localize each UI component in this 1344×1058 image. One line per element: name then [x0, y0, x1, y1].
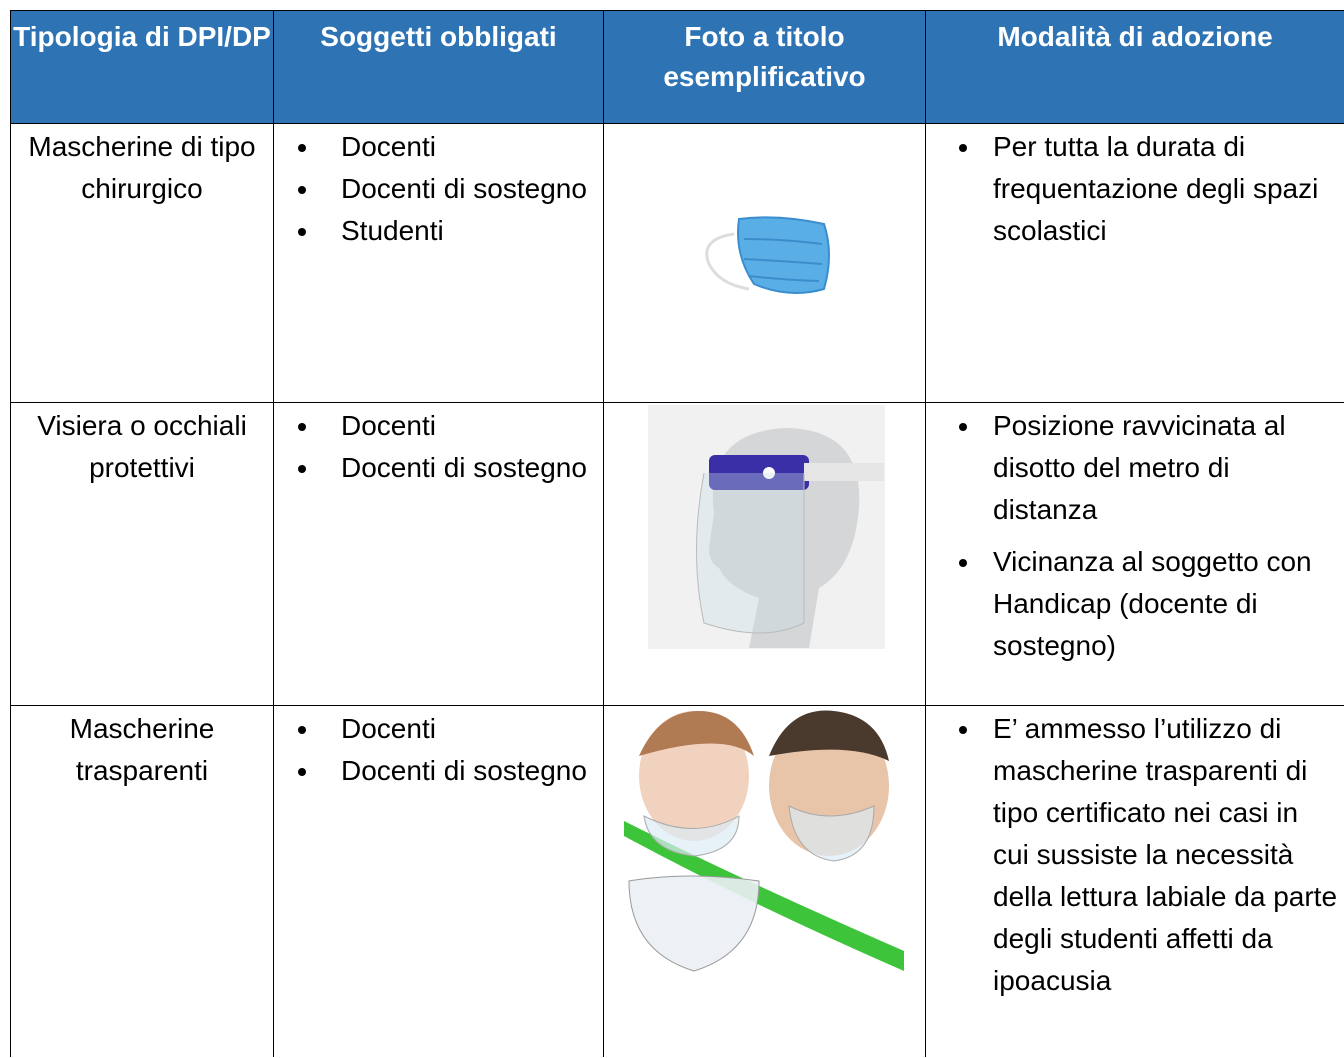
list-item: Docenti [298, 126, 593, 168]
mask-photo [705, 216, 830, 294]
type-cell: Visiera o occhiali protettivi [10, 402, 273, 705]
subjects-list: Docenti Docenti di sostegno [274, 403, 603, 489]
photo-cell [603, 402, 925, 705]
type-cell: Mascherine trasparenti [10, 705, 273, 1057]
header-cell: Soggetti obbligati [273, 10, 603, 123]
list-item: Docenti di sostegno [298, 168, 593, 210]
subjects-cell: Docenti Docenti di sostegno [273, 705, 603, 1057]
list-item: Docenti [298, 405, 593, 447]
list-item: Per tutta la durata di frequentazione de… [959, 126, 1338, 252]
subjects-list: Docenti Docenti di sostegno Studenti [274, 124, 603, 252]
photo-cell [603, 123, 925, 402]
list-item: E’ ammesso l’utilizzo di mascherine tras… [959, 708, 1338, 1002]
subjects-cell: Docenti Docenti di sostegno Studenti [273, 123, 603, 402]
visor-photo [648, 405, 885, 649]
list-item: Docenti di sostegno [298, 750, 593, 792]
photo-cell [603, 705, 925, 1057]
adoption-cell: Posizione ravvicinata al disotto del met… [925, 402, 1344, 705]
list-item: Docenti [298, 708, 593, 750]
adoption-list: Per tutta la durata di frequentazione de… [926, 124, 1344, 252]
list-item: Vicinanza al soggetto con Handicap (doce… [959, 541, 1338, 667]
transparent-mask-photo [624, 710, 904, 972]
adoption-cell: E’ ammesso l’utilizzo di mascherine tras… [925, 705, 1344, 1057]
subjects-list: Docenti Docenti di sostegno [274, 706, 603, 792]
subjects-cell: Docenti Docenti di sostegno [273, 402, 603, 705]
header-cell: Tipologia di DPI/DP [10, 10, 273, 123]
type-cell: Mascherine di tipo chirurgico [10, 123, 273, 402]
header-cell: Modalità di adozione [925, 10, 1344, 123]
list-item: Studenti [298, 210, 593, 252]
list-item: Posizione ravvicinata al disotto del met… [959, 405, 1338, 531]
adoption-list: E’ ammesso l’utilizzo di mascherine tras… [926, 706, 1344, 1002]
adoption-cell: Per tutta la durata di frequentazione de… [925, 123, 1344, 402]
header-cell: Foto a titolo esemplificativo [603, 10, 925, 123]
adoption-list: Posizione ravvicinata al disotto del met… [926, 403, 1344, 667]
list-item: Docenti di sostegno [298, 447, 593, 489]
